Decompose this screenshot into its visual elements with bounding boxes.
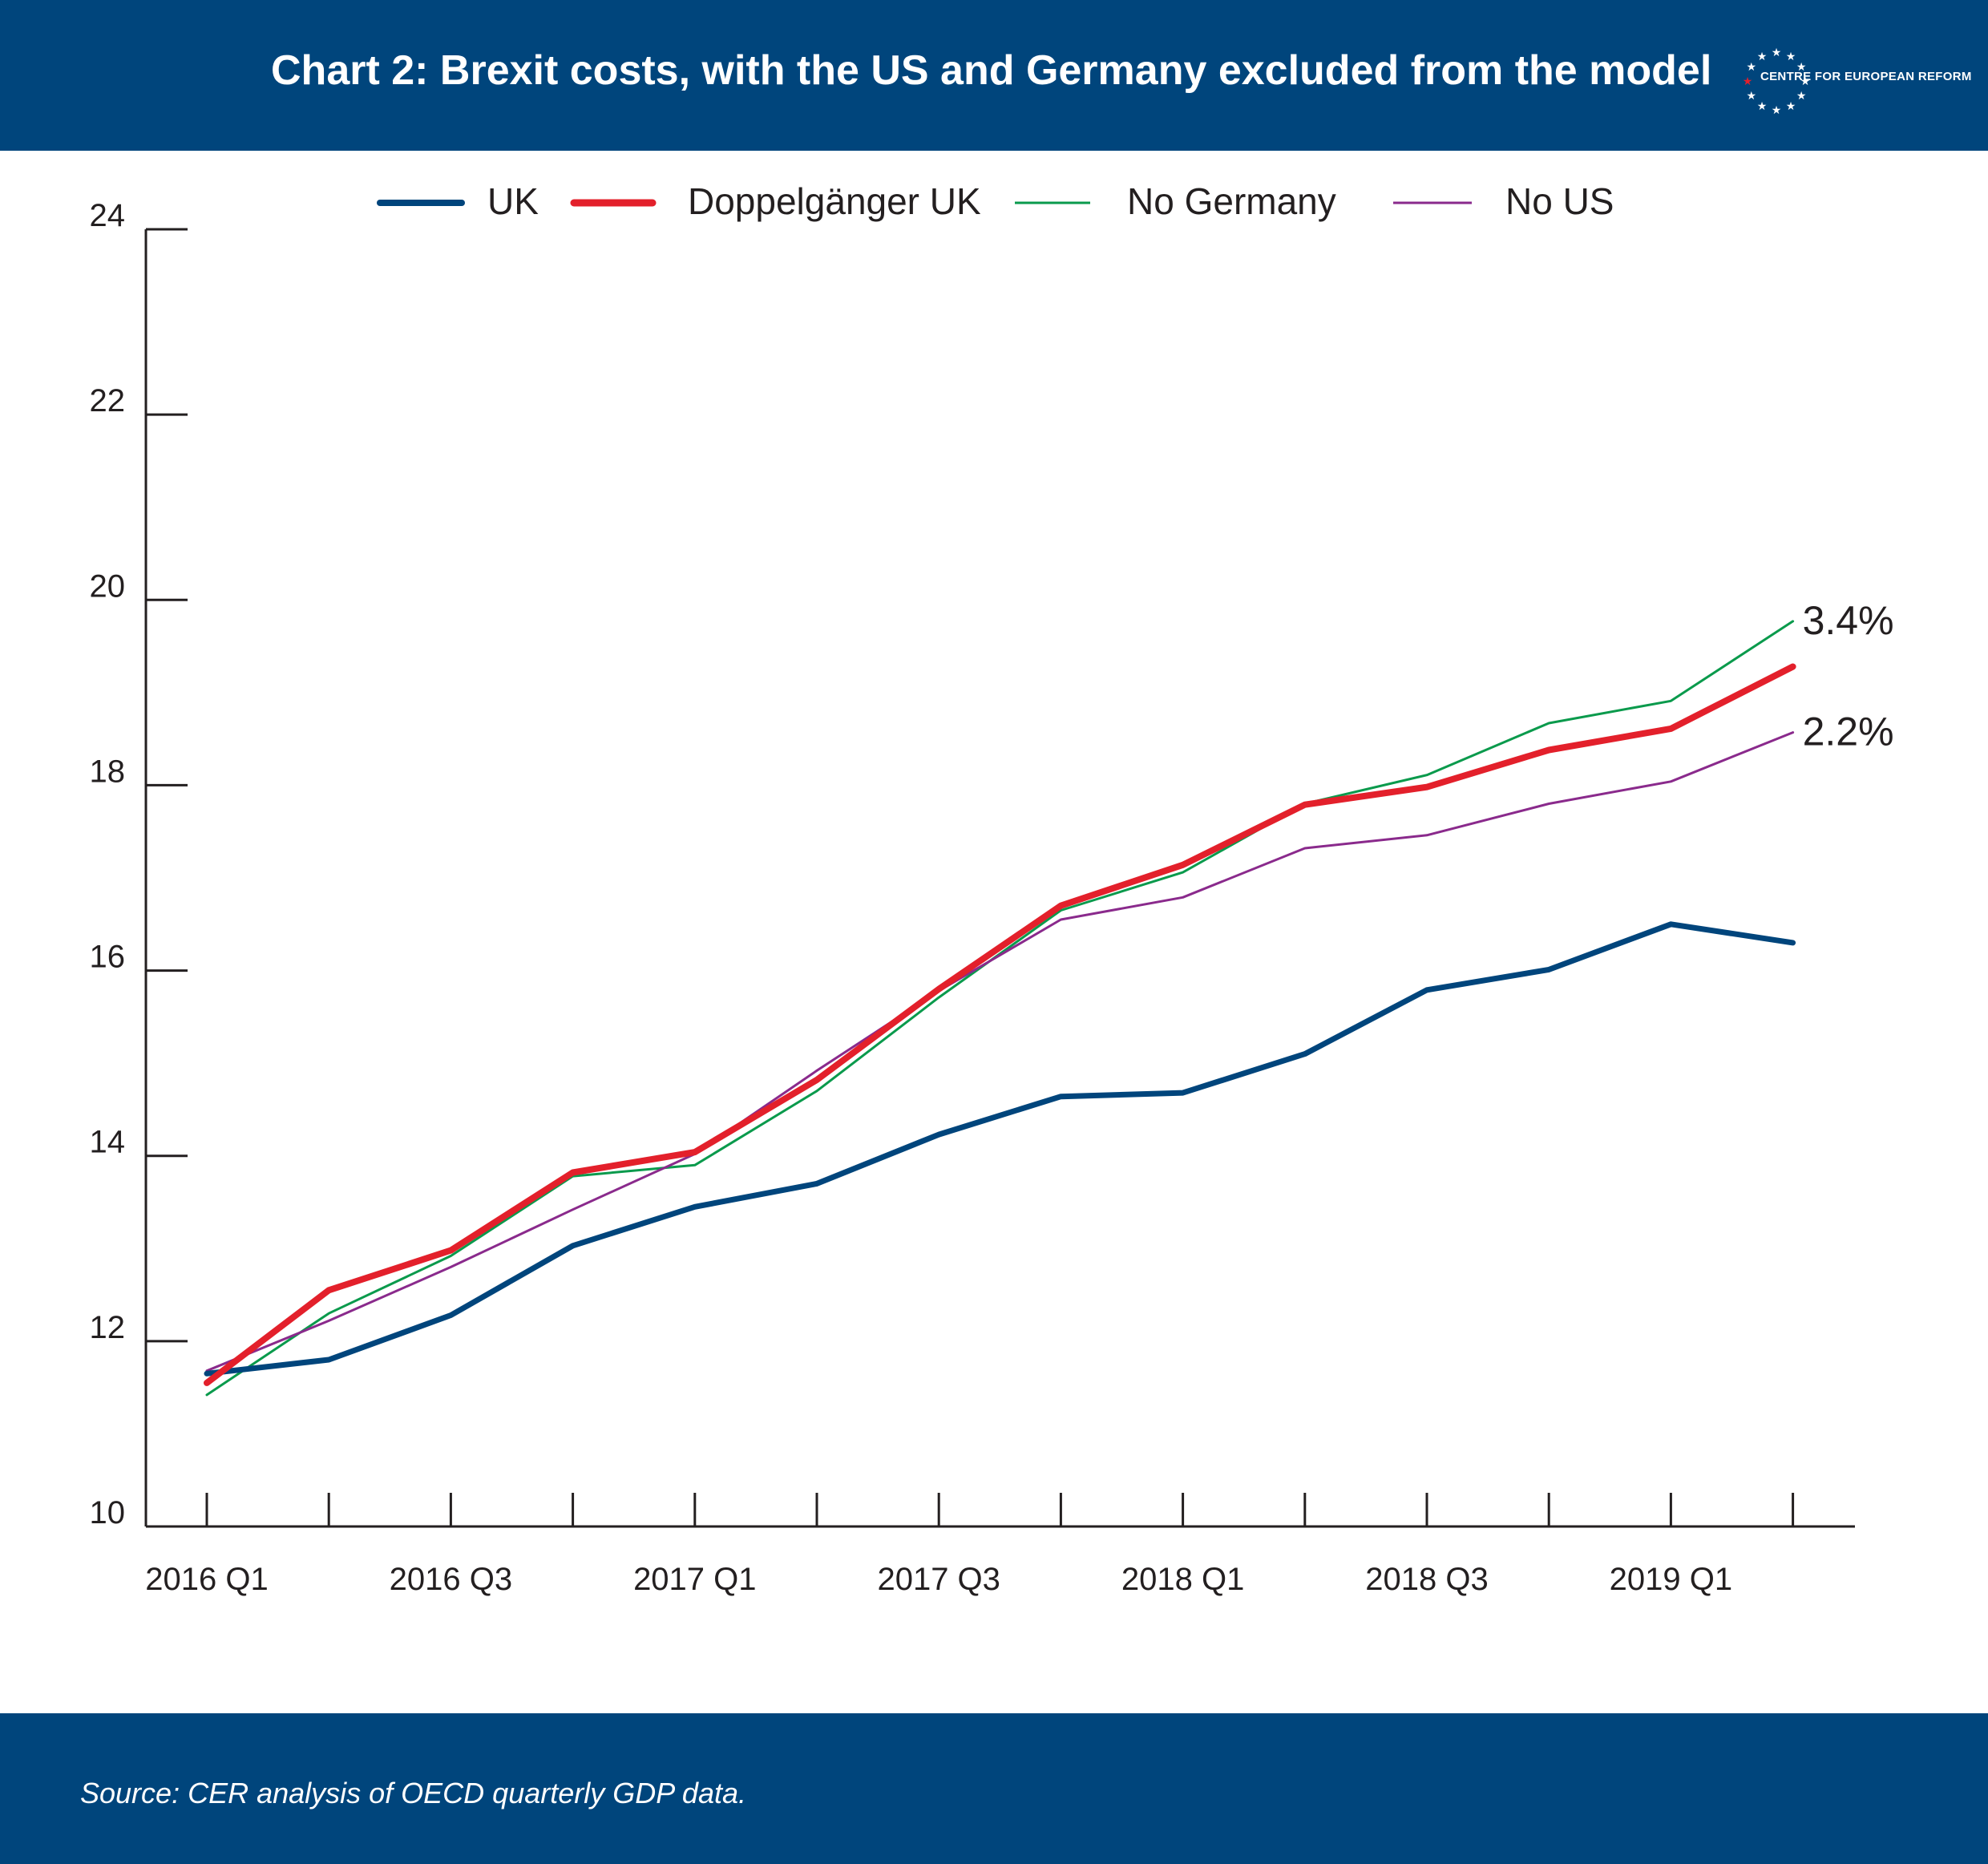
logo-star-icon: ★	[1743, 75, 1753, 87]
chart-footer	[0, 1713, 1988, 1864]
x-tick-label: 2018 Q1	[1121, 1562, 1244, 1597]
logo-star-icon: ★	[1796, 89, 1807, 102]
legend	[377, 199, 1472, 207]
y-tick-label: 18	[90, 754, 126, 789]
logo-star-icon: ★	[1757, 50, 1768, 63]
logo-star-icon: ★	[1786, 50, 1796, 63]
legend-label-doppelganger-uk: Doppelgänger UK	[688, 180, 981, 222]
y-tick-label: 20	[90, 568, 126, 604]
y-tick-label: 24	[90, 198, 126, 233]
logo-star-icon: ★	[1800, 75, 1811, 87]
series-line-doppelg-nger-uk	[204, 663, 1796, 1386]
logo-star-icon: ★	[1747, 60, 1757, 73]
x-tick-label: 2018 Q3	[1365, 1562, 1488, 1597]
series-line-uk	[204, 921, 1796, 1377]
logo-star-icon: ★	[1786, 99, 1796, 112]
y-tick-label: 12	[90, 1310, 126, 1345]
y-tick-label: 22	[90, 383, 126, 418]
x-tick-label: 2016 Q3	[390, 1562, 512, 1597]
logo-star-icon: ★	[1757, 99, 1768, 112]
x-tick-label: 2016 Q1	[145, 1562, 268, 1597]
logo-star-icon: ★	[1747, 89, 1757, 102]
legend-label-uk: UK	[487, 180, 539, 222]
logo-star-icon: ★	[1796, 60, 1807, 73]
chart-header	[0, 0, 1988, 151]
logo-star-icon: ★	[1772, 46, 1782, 59]
line-chart: 10 12 14 16 18 20 22 24 2016 Q1 2016 Q3 2017 Q1 201…	[90, 198, 1894, 1597]
x-tick-label: 2019 Q1	[1610, 1562, 1732, 1597]
y-tick-label: 14	[90, 1125, 126, 1160]
annotation-34: 3.4%	[1803, 598, 1894, 643]
series-line-no-germany	[205, 620, 1795, 1397]
logo-text: CENTRE FOR EUROPEAN REFORM	[1760, 70, 1972, 83]
legend-label-no-us: No US	[1505, 180, 1614, 222]
legend-label-no-germany: No Germany	[1127, 180, 1336, 222]
chart-title: Chart 2: Brexit costs, with the US and G…	[271, 47, 1712, 94]
series-line-no-us	[205, 731, 1795, 1373]
cer-logo-icon: ★ ★★★★★★★★★★★	[1743, 46, 1811, 115]
x-tick-label: 2017 Q1	[633, 1562, 756, 1597]
annotation-22: 2.2%	[1803, 710, 1894, 754]
y-tick-label: 16	[90, 940, 126, 975]
source-note: Source: CER analysis of OECD quarterly G…	[80, 1777, 746, 1809]
x-tick-label: 2017 Q3	[877, 1562, 1000, 1597]
logo-star-icon: ★	[1772, 103, 1782, 115]
y-tick-label: 10	[90, 1495, 126, 1530]
